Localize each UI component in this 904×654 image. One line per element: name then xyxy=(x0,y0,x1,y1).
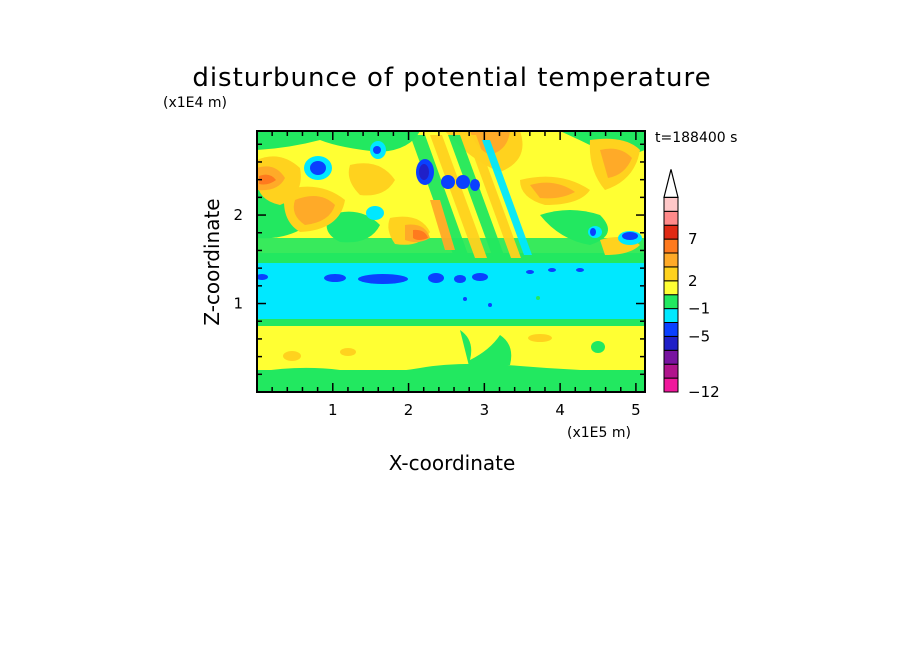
contour-patch xyxy=(430,200,455,250)
contour-patch xyxy=(576,268,584,272)
contour-patch xyxy=(348,163,395,196)
colorbar-bin xyxy=(663,322,679,337)
colorbar-label: 7 xyxy=(688,230,698,248)
chart-title: disturbunce of potential temperature xyxy=(192,63,711,93)
axis-ticks xyxy=(257,131,645,392)
contour-patch xyxy=(622,232,638,240)
x-axis-label: X-coordinate xyxy=(389,451,516,475)
colorbar-bin xyxy=(663,294,679,310)
x-unit-label: (x1E5 m) xyxy=(567,425,631,441)
contour-patch xyxy=(310,161,326,175)
axis-tick-labels: 1 2 3 4 5 1 2 xyxy=(233,206,640,419)
contour-patch xyxy=(590,228,596,236)
colorbar-bin xyxy=(663,377,679,393)
contour-patch xyxy=(270,373,330,383)
contour-patch xyxy=(324,274,346,282)
colorbar-bin xyxy=(663,308,679,324)
contour-patch xyxy=(470,179,480,191)
contour-patch xyxy=(373,146,381,154)
contour-patch xyxy=(463,297,467,301)
colorbar: −12−5−127 xyxy=(663,169,720,401)
contour-patch xyxy=(413,229,428,240)
x-tick-label: 4 xyxy=(555,401,565,419)
contour-field xyxy=(257,131,645,392)
contour-patch xyxy=(380,374,460,386)
contour-patch xyxy=(488,303,492,307)
wave-train xyxy=(410,135,532,260)
contour-patch xyxy=(526,270,534,274)
colorbar-extend-arrow xyxy=(663,169,679,198)
colorbar-label: −12 xyxy=(688,383,720,401)
contour-patch xyxy=(456,175,470,189)
contour-patch xyxy=(460,330,512,370)
band-green-low xyxy=(257,318,645,326)
colorbar-label: −1 xyxy=(688,300,710,318)
contour-patch xyxy=(259,174,276,185)
band-green-mid xyxy=(257,252,645,263)
contour-patch xyxy=(257,274,268,280)
colorbar-bin xyxy=(663,349,679,365)
colorbar-bin xyxy=(663,252,679,268)
contour-patch xyxy=(548,268,556,272)
contour-patch xyxy=(428,273,444,283)
contour-patch xyxy=(454,275,466,283)
band-lower-yellow xyxy=(257,325,645,370)
colorbar-bin xyxy=(663,335,679,351)
x-tick-label: 5 xyxy=(631,401,641,419)
y-tick-label: 1 xyxy=(233,295,243,313)
colorbar-bin xyxy=(663,280,679,296)
band-cyan-mid xyxy=(257,262,645,319)
colorbar-bin xyxy=(663,196,679,212)
colorbar-bin xyxy=(663,210,679,226)
time-label: t=188400 s xyxy=(655,130,737,146)
y-axis-label: Z-coordinate xyxy=(200,198,224,325)
x-tick-label: 3 xyxy=(480,401,490,419)
contour-patch xyxy=(358,274,408,284)
contour-patch xyxy=(536,296,540,300)
contour-patch xyxy=(482,140,532,255)
colorbar-label: −5 xyxy=(688,327,710,345)
plot-frame xyxy=(256,130,646,393)
colorbar-bin xyxy=(663,238,679,254)
contour-patch xyxy=(293,196,335,225)
colorbar-label: 2 xyxy=(688,272,698,290)
contour-patch xyxy=(430,135,487,258)
contour-patch xyxy=(441,175,455,189)
contour-patch xyxy=(528,334,552,342)
contour-patch xyxy=(466,135,521,258)
contour-patch xyxy=(591,341,605,353)
y-tick-label: 2 xyxy=(233,206,243,224)
contour-patch xyxy=(326,211,380,243)
x-tick-label: 1 xyxy=(328,401,338,419)
contour-patch xyxy=(340,348,356,356)
contour-patch xyxy=(472,273,488,281)
contour-patch xyxy=(600,148,632,178)
contour-patch xyxy=(366,206,384,220)
colorbar-bin xyxy=(663,266,679,282)
y-unit-label: (x1E4 m) xyxy=(163,95,227,111)
contour-patch xyxy=(283,351,301,361)
x-tick-label: 2 xyxy=(404,401,414,419)
contour-patch xyxy=(530,182,575,199)
colorbar-bin xyxy=(663,224,679,240)
contour-patch xyxy=(448,135,505,258)
colorbar-bin xyxy=(663,363,679,379)
contour-patch xyxy=(419,164,429,180)
